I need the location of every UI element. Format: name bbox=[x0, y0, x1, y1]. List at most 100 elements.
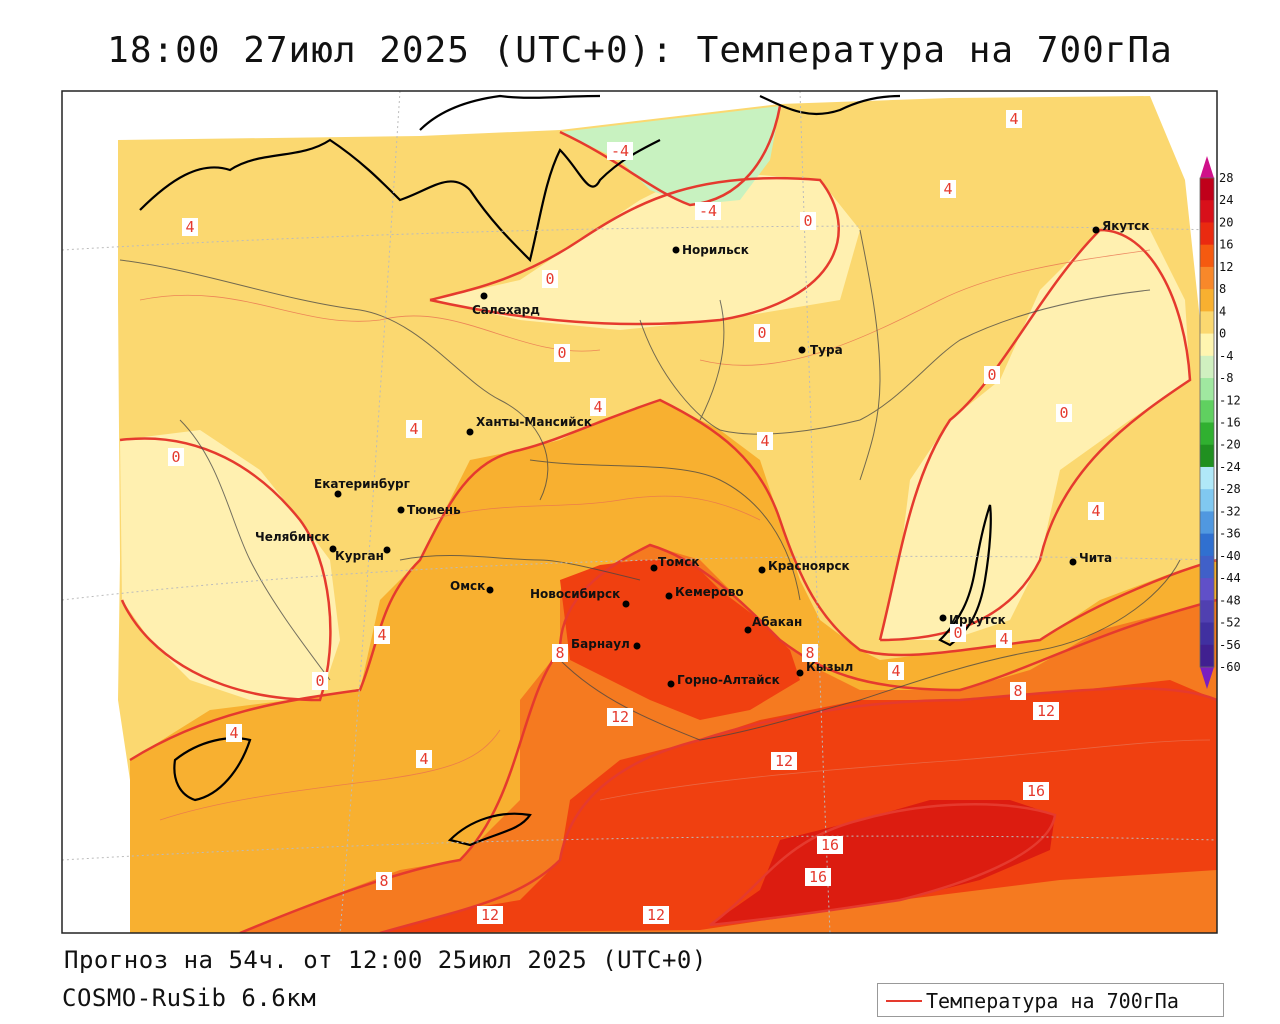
city-marker: Иркутск bbox=[939, 613, 1006, 627]
colorbar-swatch bbox=[1200, 511, 1214, 535]
isotherm-label-text: 4 bbox=[185, 218, 194, 236]
colorbar-swatch bbox=[1200, 600, 1214, 624]
colorbar-swatch bbox=[1200, 422, 1214, 446]
colorbar-tick-label: -48 bbox=[1219, 593, 1241, 607]
isotherm-label-bg bbox=[940, 180, 956, 198]
isotherm-label-text: 4 bbox=[409, 420, 418, 438]
coastline bbox=[139, 138, 471, 211]
city-dot bbox=[633, 642, 641, 650]
isotherm-label: 0 bbox=[554, 344, 570, 362]
city-label: Ханты-Мансийск bbox=[476, 415, 592, 429]
colorbar-swatch bbox=[1200, 355, 1214, 379]
colorbar-tick-label: -32 bbox=[1219, 504, 1241, 518]
boundary bbox=[399, 555, 641, 581]
isotherm-label-text: 0 bbox=[757, 324, 766, 342]
coastline bbox=[419, 94, 601, 131]
map-frame bbox=[61, 90, 1218, 934]
city-marker: Новосибирск bbox=[530, 587, 630, 608]
city-dot bbox=[383, 546, 391, 554]
city-label: Тура bbox=[810, 343, 843, 357]
colorbar-tick-label: -8 bbox=[1219, 371, 1233, 385]
isotherm-label-text: 12 bbox=[647, 906, 665, 924]
thin-contour bbox=[699, 249, 1151, 366]
legend-label: Температура на 700гПа bbox=[926, 989, 1179, 1013]
isotherm-label-text: 4 bbox=[760, 432, 769, 450]
isotherm-label-bg bbox=[950, 624, 966, 642]
isotherm-label: 0 bbox=[1056, 404, 1072, 422]
colorbar-tick-label: 0 bbox=[1219, 327, 1226, 341]
isotherm-label: 4 bbox=[182, 218, 198, 236]
city-label: Челябинск bbox=[255, 530, 330, 544]
isotherm-label-bg bbox=[406, 420, 422, 438]
isotherm-label: 12 bbox=[1033, 702, 1059, 720]
city-marker: Красноярск bbox=[758, 559, 850, 574]
isotherm-label-bg bbox=[374, 626, 390, 644]
thin-contours bbox=[139, 249, 1211, 821]
isotherm-label: 0 bbox=[168, 448, 184, 466]
thin-contour bbox=[159, 729, 501, 821]
city-dot bbox=[486, 586, 494, 594]
graticule-line bbox=[339, 91, 401, 933]
city-dot bbox=[329, 545, 337, 553]
city-label: Норильск bbox=[682, 243, 749, 257]
isotherm-label-text: 4 bbox=[229, 724, 238, 742]
colorbar-tick-label: -56 bbox=[1219, 638, 1241, 652]
legend: Температура на 700гПа bbox=[877, 983, 1224, 1017]
isotherm-label-bg bbox=[1023, 782, 1049, 800]
boundary bbox=[559, 659, 861, 741]
isotherm-label-bg bbox=[416, 750, 432, 768]
isotherm-label: 4 bbox=[406, 420, 422, 438]
field-pale-east bbox=[880, 230, 1190, 640]
isotherm-label-text: 0 bbox=[987, 366, 996, 384]
isotherm-label: -4 bbox=[607, 142, 633, 160]
city-dot bbox=[1092, 226, 1100, 234]
city-marker: Курган bbox=[335, 546, 391, 563]
isotherm-label-text: 0 bbox=[1059, 404, 1068, 422]
isotherm-label: 0 bbox=[984, 366, 1000, 384]
model-info: COSMO-RuSib 6.6км bbox=[62, 984, 317, 1012]
city-marker: Салехард bbox=[472, 292, 540, 317]
coastline bbox=[759, 94, 901, 116]
city-marker: Екатеринбург bbox=[314, 477, 410, 498]
city-label: Красноярск bbox=[768, 559, 850, 573]
isotherm-label: 12 bbox=[771, 752, 797, 770]
isotherm-label-bg bbox=[1088, 502, 1104, 520]
isotherm-label-bg bbox=[376, 872, 392, 890]
isotherm-label-text: 12 bbox=[1037, 702, 1055, 720]
city-dot bbox=[796, 669, 804, 677]
isotherm-label: -4 bbox=[695, 202, 721, 220]
lake-baikal bbox=[938, 504, 992, 647]
thin-contour bbox=[429, 495, 761, 521]
isotherm-label: 0 bbox=[754, 324, 770, 342]
isotherm-label-text: 0 bbox=[171, 448, 180, 466]
isotherm-label-bg bbox=[757, 432, 773, 450]
city-marker: Тура bbox=[798, 343, 843, 357]
colorbar-swatch bbox=[1200, 266, 1214, 290]
colorbar-tick-label: -44 bbox=[1219, 571, 1241, 585]
isotherm-label: 4 bbox=[888, 662, 904, 680]
city-marker: Барнаул bbox=[571, 637, 641, 651]
city-label: Чита bbox=[1079, 551, 1112, 565]
isotherm-line bbox=[878, 228, 1192, 642]
isotherm-label-text: 4 bbox=[1091, 502, 1100, 520]
colorbar-tick-label: -28 bbox=[1219, 482, 1241, 496]
colorbar-tick-label: -36 bbox=[1219, 527, 1241, 541]
isotherm-label-text: 8 bbox=[805, 644, 814, 662]
city-dot bbox=[397, 506, 405, 514]
isotherm-label: 4 bbox=[757, 432, 773, 450]
isotherm-label: 16 bbox=[817, 836, 843, 854]
isotherm-label-bg bbox=[182, 218, 198, 236]
colorbar-swatch bbox=[1200, 378, 1214, 401]
isotherm-label-text: 4 bbox=[1009, 110, 1018, 128]
graticule bbox=[62, 91, 1217, 933]
isotherm-label-bg bbox=[542, 270, 558, 288]
isotherm-label-bg bbox=[477, 906, 503, 924]
isotherm-label: 16 bbox=[805, 868, 831, 886]
isotherm-label-bg bbox=[607, 708, 633, 726]
colorbar-tick-label: -60 bbox=[1219, 660, 1241, 674]
city-label: Курган bbox=[335, 549, 384, 563]
isotherm-label-text: 0 bbox=[315, 672, 324, 690]
admin-boundaries bbox=[119, 229, 1181, 741]
city-label: Тюмень bbox=[407, 503, 461, 517]
isotherm-label-bg bbox=[996, 630, 1012, 648]
